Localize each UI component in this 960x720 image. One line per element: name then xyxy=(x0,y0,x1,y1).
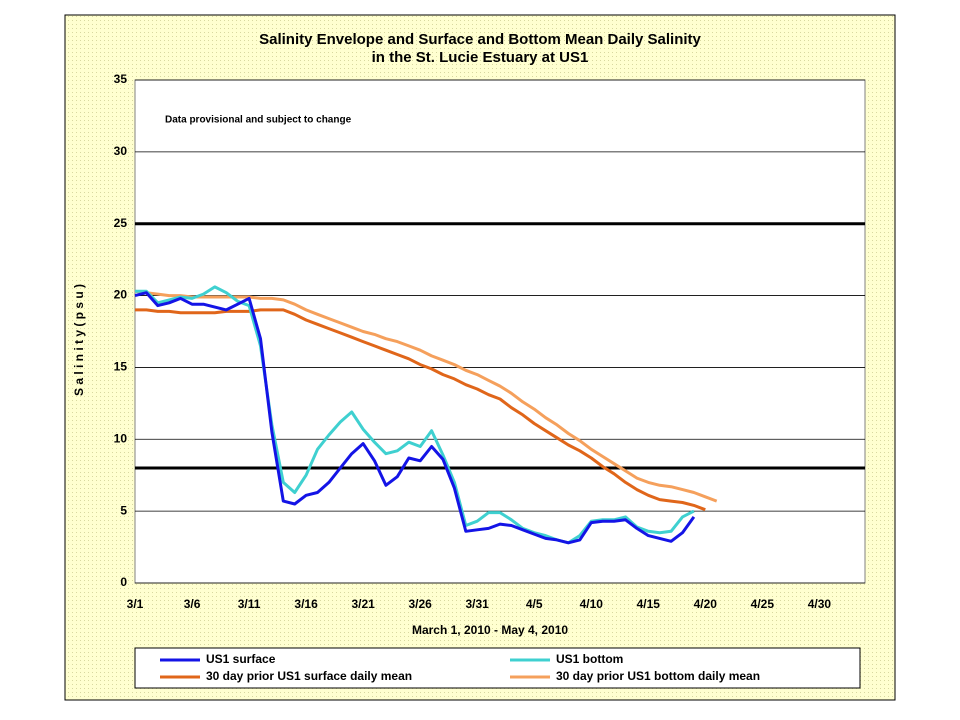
annotation: Data provisional and subject to change xyxy=(165,115,352,126)
plot-area xyxy=(134,79,866,584)
legend-label: US1 surface xyxy=(206,652,276,666)
y-tick-label: 20 xyxy=(114,288,128,302)
y-tick-label: 25 xyxy=(114,216,128,230)
legend-label: US1 bottom xyxy=(556,652,623,666)
chart-subtitle: in the St. Lucie Estuary at US1 xyxy=(372,49,589,66)
y-tick-label: 15 xyxy=(114,360,128,374)
y-tick-label: 35 xyxy=(114,72,128,86)
legend-label: 30 day prior US1 bottom daily mean xyxy=(556,669,760,683)
x-tick-label: 3/6 xyxy=(184,597,201,611)
x-tick-label: 3/16 xyxy=(294,597,318,611)
x-tick-label: 3/11 xyxy=(238,597,261,611)
x-tick-label: 3/21 xyxy=(351,597,375,611)
x-tick-label: 4/5 xyxy=(526,597,543,611)
x-tick-label: 4/20 xyxy=(694,597,718,611)
chart-title: Salinity Envelope and Surface and Bottom… xyxy=(259,31,701,48)
x-tick-label: 3/26 xyxy=(408,597,432,611)
series-line xyxy=(134,291,696,545)
x-tick-label: 3/31 xyxy=(466,597,490,611)
x-axis-label: March 1, 2010 - May 4, 2010 xyxy=(412,623,568,637)
y-tick-label: 30 xyxy=(114,144,128,158)
x-tick-label: 4/10 xyxy=(580,597,604,611)
y-tick-label: 10 xyxy=(114,431,128,445)
y-axis-label: S a l i n i t y ( p s u ) xyxy=(72,284,86,396)
legend xyxy=(134,647,861,689)
x-tick-label: 4/30 xyxy=(808,597,832,611)
series-line xyxy=(135,308,706,512)
x-tick-label: 4/25 xyxy=(751,597,775,611)
y-tick-label: 5 xyxy=(120,503,127,517)
x-tick-label: 3/1 xyxy=(127,597,144,611)
x-tick-label: 4/15 xyxy=(637,597,661,611)
y-tick-label: 0 xyxy=(120,575,127,589)
legend-label: 30 day prior US1 surface daily mean xyxy=(206,669,412,683)
